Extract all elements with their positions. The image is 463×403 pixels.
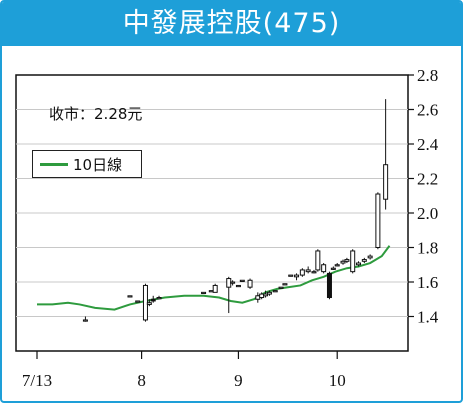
candle-body-39 (383, 164, 389, 200)
legend: 10日線 (32, 150, 142, 178)
candle-body-13 (239, 279, 245, 282)
candle-body-29 (326, 272, 332, 299)
candle-body-33 (344, 259, 350, 262)
candle-body-7 (201, 291, 207, 295)
candle-body-32 (340, 260, 346, 264)
y-tick-label-3: 2.0 (417, 204, 438, 223)
x-tick-label-3: 10 (329, 371, 346, 390)
candle-body-31 (334, 264, 340, 267)
candle-body-24 (299, 269, 305, 276)
candle-body-38 (375, 193, 381, 248)
x-tick-label-2: 9 (234, 371, 243, 390)
y-tick-label-7: 2.8 (417, 66, 438, 85)
candle-body-27 (315, 250, 321, 271)
candle-body-28 (321, 264, 327, 273)
candle-body-21 (282, 283, 288, 286)
candle-body-36 (361, 259, 367, 262)
candle-body-9 (212, 284, 218, 293)
candle-body-6 (156, 297, 162, 300)
x-tick-label-1: 8 (137, 371, 146, 390)
candle-body-35 (356, 262, 362, 266)
legend-swatch-ma10 (40, 163, 68, 166)
candle-body-0 (82, 319, 88, 322)
chart-title: 中發展控股(475) (2, 2, 461, 46)
candle-body-14 (247, 279, 253, 288)
close-price-label: 收市： (49, 105, 95, 123)
candle-body-23 (294, 274, 300, 278)
candle-body-22 (288, 274, 294, 277)
close-price-unit: 元 (127, 105, 143, 123)
candle-body-18 (266, 291, 272, 295)
y-tick-label-6: 2.6 (417, 101, 438, 120)
ma10-line (37, 245, 391, 311)
y-tick-label-1: 1.6 (417, 273, 438, 292)
candle-body-26 (311, 271, 317, 274)
y-tick-label-5: 2.4 (417, 135, 439, 154)
candle-body-4 (146, 302, 152, 305)
y-tick-label-4: 2.2 (417, 170, 438, 189)
candle-body-17 (263, 293, 269, 297)
y-tick-label-0: 1.4 (417, 308, 439, 327)
candle-body-19 (272, 290, 278, 293)
candle-body-37 (367, 255, 373, 259)
candle-body-1 (127, 295, 133, 298)
candle-body-12 (235, 284, 241, 288)
x-tick-label-0: 7/13 (22, 371, 52, 390)
candle-body-34 (350, 250, 356, 273)
close-price-value: 2.28 (94, 105, 128, 123)
candle-body-11 (230, 281, 236, 284)
candle-body-25 (305, 269, 311, 273)
candle-body-30 (330, 267, 336, 270)
candle-body-20 (278, 286, 284, 289)
legend-label-ma10: 10日線 (73, 156, 123, 174)
y-tick-label-2: 1.8 (417, 239, 438, 258)
candle-body-2 (135, 300, 141, 303)
close-price-annotation: 收市：2.28元 (49, 103, 142, 124)
candle-body-5 (150, 298, 156, 302)
